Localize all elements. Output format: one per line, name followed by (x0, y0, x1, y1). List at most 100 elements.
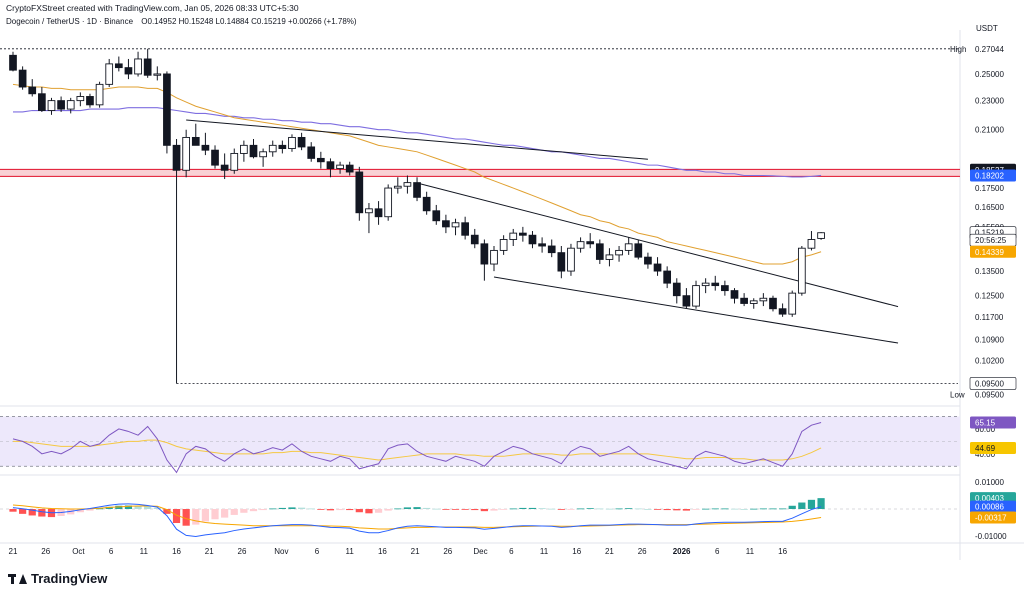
candle (432, 204, 441, 225)
candle (345, 161, 354, 176)
candle-body (384, 187, 393, 218)
candle-body (134, 58, 142, 75)
candle (644, 252, 652, 269)
time-tick: 21 (411, 547, 420, 556)
time-tick: 21 (9, 547, 18, 556)
candle (326, 158, 335, 178)
time-tick: 21 (605, 547, 614, 556)
candle (66, 97, 75, 114)
macd-histogram-bar (403, 507, 412, 509)
rsi-tick: 40.00 (975, 450, 996, 459)
macd-histogram-bar (711, 508, 719, 510)
macd-histogram-bar (509, 508, 517, 510)
time-tick: 11 (540, 547, 549, 556)
candle-body (480, 243, 489, 265)
candle (278, 140, 287, 154)
candle (797, 246, 806, 296)
candle-body (778, 308, 787, 315)
macd-histogram-bar (519, 507, 527, 509)
macd-histogram-bar (682, 509, 690, 511)
macd-histogram-bar (172, 509, 181, 524)
candle-body (182, 136, 191, 171)
candle (211, 145, 219, 169)
time-tick: 11 (346, 547, 355, 556)
candle-body (644, 256, 652, 265)
macd-histogram-bar (634, 508, 642, 510)
macd-histogram-bar (201, 509, 209, 522)
tradingview-logo-text: TradingView (31, 571, 108, 586)
price-tick: 0.13500 (975, 267, 1004, 276)
candle-body (66, 100, 75, 110)
price-tick: 0.25000 (975, 70, 1004, 79)
resistance-zone (0, 169, 960, 177)
candle-body (711, 282, 720, 287)
candle (105, 58, 114, 88)
candle-body (624, 243, 633, 251)
time-tick: 6 (715, 547, 720, 556)
candle-body (721, 285, 729, 292)
macd-histogram-bar (442, 509, 450, 510)
candle (586, 233, 595, 249)
price-label-bg (969, 377, 1017, 390)
price-tick: 0.17500 (975, 184, 1004, 193)
rsi-label-bg (970, 416, 1016, 429)
candle (567, 243, 575, 276)
candle-body (9, 54, 17, 71)
time-tick: 21 (205, 547, 214, 556)
candle-body (576, 241, 585, 249)
macd-histogram-bar (769, 508, 777, 510)
candle (730, 288, 739, 304)
candle (374, 201, 383, 225)
macd-histogram-bar (413, 507, 421, 509)
candle-body (336, 164, 344, 170)
high-value: 0.27044 (975, 45, 1004, 54)
price-tick: 0.23000 (975, 97, 1004, 106)
macd-histogram-bar (269, 508, 277, 510)
candle-body (403, 182, 412, 187)
price-label: 20:56:25 (975, 236, 1007, 245)
macd-histogram-bar (105, 506, 113, 509)
candle (134, 51, 142, 77)
candle-body (278, 144, 287, 150)
candle (634, 239, 643, 260)
candle-body (519, 232, 527, 236)
candle (38, 87, 46, 112)
macd-histogram-bar (365, 509, 373, 514)
candle (143, 48, 152, 78)
macd-histogram-bar (596, 508, 604, 510)
macd-histogram-bar (115, 505, 123, 509)
macd-histogram-bar (625, 508, 633, 509)
candle-body (57, 100, 65, 110)
symbol-name[interactable]: Dogecoin / TetherUS · 1D · Binance (6, 17, 134, 26)
macd-histogram-bar (288, 507, 296, 509)
macd-label: 0.00403 (975, 494, 1004, 503)
candle (682, 288, 691, 309)
macd-histogram-bar (567, 509, 575, 510)
price-label: 0.18202 (975, 171, 1004, 180)
candle (672, 278, 681, 304)
candle (663, 266, 672, 289)
candle-body (538, 243, 546, 247)
macd-histogram-bar (673, 509, 681, 511)
candle-body (528, 234, 537, 245)
price-tick: 0.21000 (975, 126, 1004, 135)
macd-histogram-bar (663, 509, 671, 511)
macd-histogram-bar (86, 509, 94, 511)
macd-histogram-bar (471, 509, 479, 511)
candle-body (413, 182, 421, 198)
candle-body (788, 292, 797, 315)
candle-body (28, 86, 37, 95)
candle (336, 161, 344, 174)
candle (615, 246, 623, 262)
macd-histogram-bar (586, 508, 594, 509)
macd-histogram-bar (779, 508, 787, 510)
candle-body (653, 263, 662, 272)
macd-histogram-bar (692, 509, 700, 510)
candle-body (759, 297, 768, 302)
price-tick: 0.12500 (975, 292, 1004, 301)
candle (605, 248, 614, 267)
time-tick: 16 (778, 547, 787, 556)
candle-body (547, 245, 556, 254)
candle (692, 280, 700, 309)
